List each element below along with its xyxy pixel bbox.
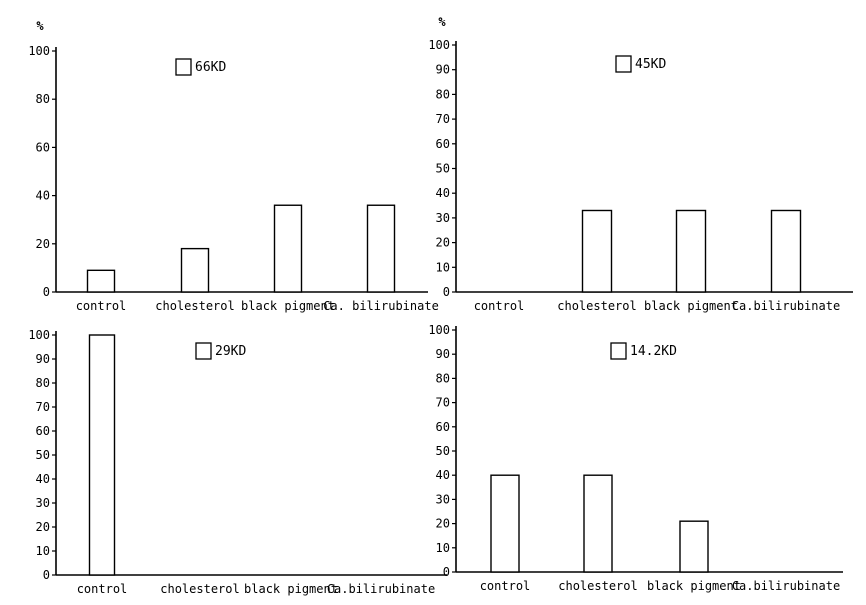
chart4-legend-label: 14.2KD (630, 344, 677, 359)
chart3-y-tick-label: 20 (36, 520, 50, 534)
chart4-category-label: Ca.bilirubinate (732, 579, 840, 593)
chart4-bar (490, 474, 520, 573)
chart4-y-tick-label: 90 (436, 347, 450, 361)
chart1-category-label: control (76, 299, 127, 313)
chart4-bar (679, 520, 709, 573)
chart4-y-tick-label: 60 (436, 420, 450, 434)
chart4-y-tick-label: 30 (436, 492, 450, 506)
chart1-bar (366, 204, 396, 293)
chart2-bar (581, 209, 613, 293)
chart2-category-label: Ca.bilirubinate (732, 299, 840, 313)
chart1-bar (273, 204, 303, 293)
chart2-y-tick-label: 90 (436, 63, 450, 77)
chart1-y-tick-label: 0 (43, 285, 50, 299)
chart3-legend-label: 29KD (215, 344, 246, 359)
chart2-bar (675, 209, 707, 293)
chart1-category-label: Ca. bilirubinate (323, 299, 439, 313)
chart4-category-label: control (480, 579, 531, 593)
chart2-y-tick-label: 40 (436, 186, 450, 200)
chart4-y-tick-label: 80 (436, 371, 450, 385)
chart1-y-unit-label: % (36, 19, 44, 33)
chart2-legend-swatch (615, 55, 632, 73)
chart4-y-tick-label: 10 (436, 541, 450, 555)
chart3-legend-swatch (195, 342, 212, 360)
chart3-y-tick-label: 0 (43, 568, 50, 582)
chart4-legend-swatch (610, 342, 627, 360)
chart3-y-tick-label: 80 (36, 376, 50, 390)
chart2-y-tick-label: 20 (436, 236, 450, 250)
chart2-y-tick-label: 60 (436, 137, 450, 151)
chart4-category-label: cholesterol (558, 579, 637, 593)
chart1-y-tick-label: 100 (28, 44, 50, 58)
chart3-bar (88, 334, 116, 576)
chart3-y-tick-label: 60 (36, 424, 50, 438)
chart3-category-label: cholesterol (160, 582, 239, 596)
chart3-category-label: Ca.bilirubinate (327, 582, 435, 596)
chart2-legend-label: 45KD (635, 57, 666, 72)
chart1-y-tick-label: 80 (36, 92, 50, 106)
chart2-y-tick-label: 0 (443, 285, 450, 299)
chart4-y-tick-label: 100 (428, 323, 450, 337)
chart2-y-tick-label: 50 (436, 162, 450, 176)
chart3-y-tick-label: 100 (28, 328, 50, 342)
chart3-category-label: control (77, 582, 128, 596)
chart3-y-tick-label: 40 (36, 472, 50, 486)
chart2-y-tick-label: 100 (428, 38, 450, 52)
chart3-y-tick-label: 70 (36, 400, 50, 414)
chart4-bar (583, 474, 613, 573)
chart4-y-tick-label: 20 (436, 517, 450, 531)
chart2-category-label: control (474, 299, 525, 313)
chart2-y-tick-label: 80 (436, 87, 450, 101)
chart1-legend-label: 66KD (195, 60, 226, 75)
chart2-y-unit-label: % (438, 15, 446, 29)
chart4-y-tick-label: 40 (436, 468, 450, 482)
chart1-y-tick-label: 60 (36, 140, 50, 154)
chart3-y-tick-label: 90 (36, 352, 50, 366)
chart2-y-tick-label: 10 (436, 260, 450, 274)
chart1-category-label: black pigment (241, 299, 335, 313)
chart2-y-tick-label: 30 (436, 211, 450, 225)
chart2-category-label: cholesterol (557, 299, 636, 313)
chart1-y-tick-label: 20 (36, 237, 50, 251)
chart4-y-tick-label: 0 (443, 565, 450, 579)
chart3-y-tick-label: 50 (36, 448, 50, 462)
chart1-y-tick-label: 40 (36, 189, 50, 203)
chart1-legend-swatch (175, 58, 192, 76)
chart1-bar (86, 269, 116, 293)
chart2-y-tick-label: 70 (436, 112, 450, 126)
chart4-category-label: black pigment (647, 579, 741, 593)
chart3-y-tick-label: 10 (36, 544, 50, 558)
chart2-category-label: black pigment (644, 299, 738, 313)
chart4-y-tick-label: 70 (436, 396, 450, 410)
chart4-y-tick-label: 50 (436, 444, 450, 458)
chart3-category-label: black pigment (244, 582, 338, 596)
chart2-bar (770, 209, 802, 293)
chart3-y-tick-label: 30 (36, 496, 50, 510)
chart1-category-label: cholesterol (155, 299, 234, 313)
chart1-bar (180, 247, 210, 293)
